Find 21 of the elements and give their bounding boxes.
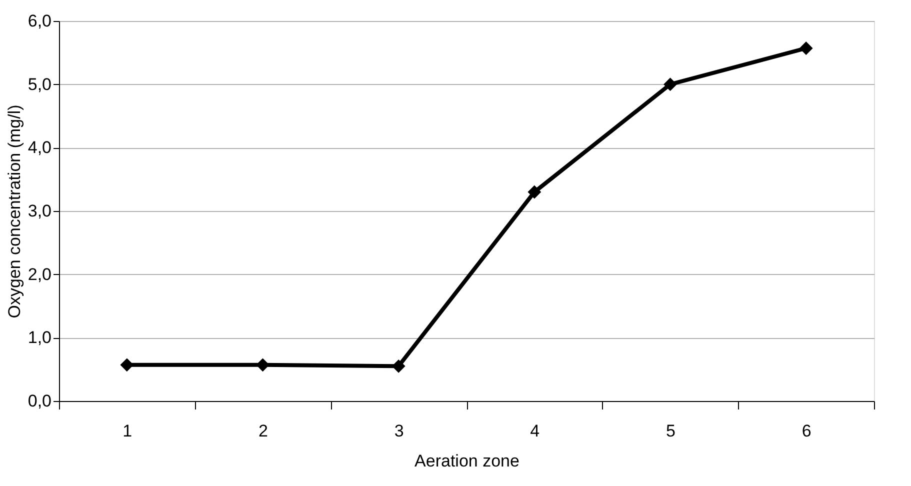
- point: [392, 359, 406, 373]
- y-tick-label: 5,0: [28, 74, 52, 94]
- point: [256, 358, 270, 372]
- x-tick-label: 3: [394, 422, 404, 440]
- x-tick-label: 4: [530, 422, 540, 440]
- x-tick-label: 2: [258, 422, 268, 440]
- y-tick-label: 3,0: [28, 202, 52, 220]
- point: [664, 78, 677, 92]
- point: [528, 185, 542, 199]
- y-tick-label: 2,0: [28, 264, 52, 284]
- x-axis-title: Aeration zone: [414, 452, 520, 470]
- point: [120, 358, 134, 372]
- y-tick-label: 0,0: [28, 392, 52, 410]
- y-tick-label: 1,0: [28, 328, 52, 348]
- point: [799, 42, 813, 55]
- x-tick-label: 5: [666, 422, 676, 440]
- y-axis-title: Oxygen concentration (mg/l): [4, 104, 24, 318]
- x-tick-label: 6: [802, 422, 812, 440]
- y-tick-label: 4,0: [28, 138, 52, 158]
- x-tick-label: 1: [122, 422, 132, 440]
- y-tick-label: 6,0: [28, 12, 52, 30]
